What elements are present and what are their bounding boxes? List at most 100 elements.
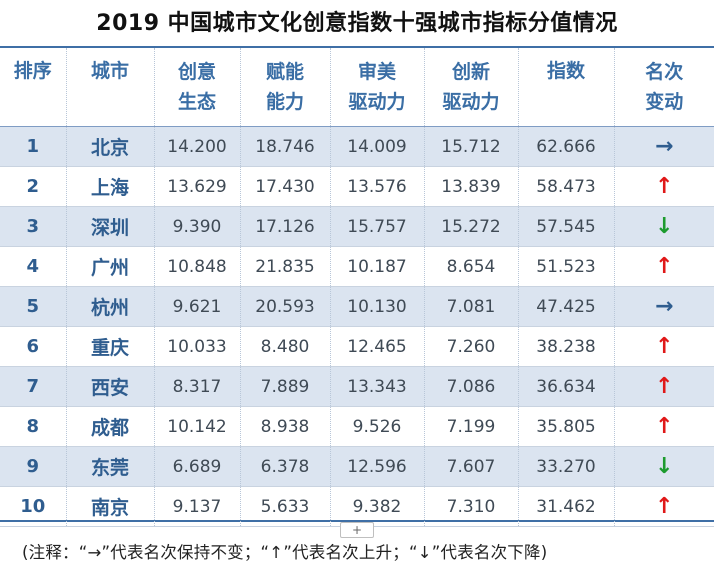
- aesthetic-drive-cell: 10.187: [330, 246, 425, 287]
- rank-cell: 8: [0, 406, 67, 447]
- creative-ecology-cell: 10.142: [154, 406, 241, 447]
- city-cell: 广州: [66, 246, 155, 287]
- aesthetic-drive-cell: 10.130: [330, 286, 425, 327]
- aesthetic-drive-cell: 15.757: [330, 206, 425, 247]
- index-cell: 33.270: [518, 446, 615, 487]
- table-body: 1 北京 14.200 18.746 14.009 15.712 62.666 → 2 上海 13.…: [0, 126, 714, 527]
- city-cell: 西安: [66, 366, 155, 407]
- rank-cell: 1: [0, 126, 67, 167]
- header-creative-ecology: 创意 生态: [154, 48, 241, 127]
- table-row: 5 杭州 9.621 20.593 10.130 7.081 47.425 →: [0, 286, 714, 327]
- city-cell: 深圳: [66, 206, 155, 247]
- rank-change-icon: ↑: [614, 366, 714, 407]
- header-label-line1: 审美: [357, 61, 396, 83]
- header-label-line2: 生态: [177, 91, 216, 113]
- index-cell: 47.425: [518, 286, 615, 327]
- innovation-drive-cell: 7.086: [424, 366, 519, 407]
- rank-change-icon: →: [614, 286, 714, 327]
- city-cell: 重庆: [66, 326, 155, 367]
- creative-ecology-cell: 9.621: [154, 286, 241, 327]
- rank-change-icon: ↑: [655, 414, 674, 439]
- innovation-drive-cell: 7.607: [424, 446, 519, 487]
- rank-cell: 7: [0, 366, 67, 407]
- ranking-table-container: 排序 城市 创意 生态 赋能 能力 审美 驱动力 创新 驱动力 指数 名次 变动 1 北京 14.200 18…: [0, 46, 714, 527]
- city-cell: 成都: [66, 406, 155, 447]
- empowerment-cell: 8.480: [240, 326, 331, 367]
- innovation-drive-cell: 7.310: [424, 486, 519, 527]
- index-cell: 31.462: [518, 486, 615, 527]
- header-label-line1: 指数: [546, 60, 585, 82]
- innovation-drive-cell: 13.839: [424, 166, 519, 207]
- city-cell: 南京: [66, 486, 155, 527]
- innovation-drive-cell: 15.712: [424, 126, 519, 167]
- creative-ecology-cell: 6.689: [154, 446, 241, 487]
- city-cell: 东莞: [66, 446, 155, 487]
- aesthetic-drive-cell: 13.576: [330, 166, 425, 207]
- header-label-line2: 驱动力: [348, 91, 406, 113]
- table-row: 6 重庆 10.033 8.480 12.465 7.260 38.238 ↑: [0, 326, 714, 367]
- aesthetic-drive-cell: 12.465: [330, 326, 425, 367]
- creative-ecology-cell: 13.629: [154, 166, 241, 207]
- empowerment-cell: 8.938: [240, 406, 331, 447]
- aesthetic-drive-cell: 14.009: [330, 126, 425, 167]
- add-row-button[interactable]: +: [340, 522, 374, 538]
- rank-cell: 6: [0, 326, 67, 367]
- empowerment-cell: 17.126: [240, 206, 331, 247]
- index-cell: 58.473: [518, 166, 615, 207]
- empowerment-cell: 21.835: [240, 246, 331, 287]
- table-row: 3 深圳 9.390 17.126 15.757 15.272 57.545 ↓: [0, 206, 714, 247]
- rank-change-icon: ↑: [655, 494, 674, 519]
- aesthetic-drive-cell: 9.382: [330, 486, 425, 527]
- creative-ecology-cell: 14.200: [154, 126, 241, 167]
- creative-ecology-cell: 10.033: [154, 326, 241, 367]
- empowerment-cell: 6.378: [240, 446, 331, 487]
- legend-note: (注释：“→”代表名次保持不变；“↑”代表名次上升；“↓”代表名次下降): [22, 543, 548, 562]
- innovation-drive-cell: 15.272: [424, 206, 519, 247]
- header-label-line1: 排序: [13, 60, 52, 82]
- header-aesthetic-drive: 审美 驱动力: [330, 48, 425, 127]
- header-city: 城市: [66, 48, 155, 127]
- header-label-line1: 名次: [645, 61, 684, 83]
- index-cell: 51.523: [518, 246, 615, 287]
- index-cell: 38.238: [518, 326, 615, 367]
- empowerment-cell: 20.593: [240, 286, 331, 327]
- rank-change-icon: ↑: [655, 254, 674, 279]
- table-row: 1 北京 14.200 18.746 14.009 15.712 62.666 →: [0, 126, 714, 167]
- index-cell: 36.634: [518, 366, 615, 407]
- index-cell: 57.545: [518, 206, 615, 247]
- header-label-line2: 能力: [265, 91, 304, 113]
- creative-ecology-cell: 10.848: [154, 246, 241, 287]
- header-empowerment: 赋能 能力: [240, 48, 331, 127]
- innovation-drive-cell: 8.654: [424, 246, 519, 287]
- creative-ecology-cell: 9.137: [154, 486, 241, 527]
- city-cell: 上海: [66, 166, 155, 207]
- header-label-line1: 赋能: [265, 61, 304, 83]
- rank-change-icon: ↑: [655, 334, 674, 359]
- table-row: 7 西安 8.317 7.889 13.343 7.086 36.634 ↑: [0, 366, 714, 407]
- header-innovation-drive: 创新 驱动力: [424, 48, 519, 127]
- header-index: 指数: [518, 48, 615, 127]
- table-row: 4 广州 10.848 21.835 10.187 8.654 51.523 ↑: [0, 246, 714, 287]
- header-label-line2: 驱动力: [442, 91, 500, 113]
- header-label-line1: 城市: [90, 60, 129, 82]
- rank-cell: 4: [0, 246, 67, 287]
- rank-cell: 3: [0, 206, 67, 247]
- aesthetic-drive-cell: 13.343: [330, 366, 425, 407]
- innovation-drive-cell: 7.081: [424, 286, 519, 327]
- header-rank: 排序: [0, 48, 67, 127]
- empowerment-cell: 17.430: [240, 166, 331, 207]
- header-label-line1: 创意: [177, 61, 216, 83]
- index-cell: 62.666: [518, 126, 615, 167]
- table-row: 9 东莞 6.689 6.378 12.596 7.607 33.270 ↓: [0, 446, 714, 487]
- empowerment-cell: 5.633: [240, 486, 331, 527]
- aesthetic-drive-cell: 9.526: [330, 406, 425, 447]
- innovation-drive-cell: 7.260: [424, 326, 519, 367]
- rank-change-icon: ↓: [614, 206, 714, 247]
- rank-cell: 10: [0, 486, 67, 527]
- header-label-line1: 创新: [451, 61, 490, 83]
- empowerment-cell: 18.746: [240, 126, 331, 167]
- innovation-drive-cell: 7.199: [424, 406, 519, 447]
- header-label-line2: 变动: [645, 91, 684, 113]
- rank-change-icon: ↓: [614, 446, 714, 487]
- rank-cell: 5: [0, 286, 67, 327]
